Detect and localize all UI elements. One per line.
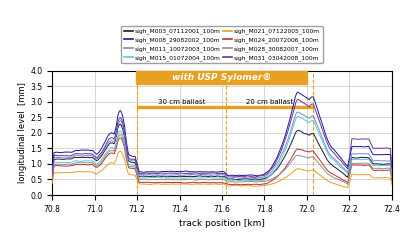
X-axis label: track position [km]: track position [km] bbox=[179, 219, 265, 228]
Bar bbox=[137, 106, 226, 109]
Text: with USP Sylomer®: with USP Sylomer® bbox=[172, 73, 271, 82]
Legend: sigh_M003_07112001_100m, sigh_M008_29082002_100m, sigh_M011_10072003_100m, sigh_: sigh_M003_07112001_100m, sigh_M008_29082… bbox=[121, 26, 323, 63]
Bar bbox=[136, 71, 307, 84]
Y-axis label: longitudinal level  [mm]: longitudinal level [mm] bbox=[18, 82, 27, 183]
Text: 20 cm ballast: 20 cm ballast bbox=[246, 99, 294, 105]
Bar bbox=[226, 106, 313, 109]
Text: 30 cm ballast: 30 cm ballast bbox=[158, 99, 205, 105]
